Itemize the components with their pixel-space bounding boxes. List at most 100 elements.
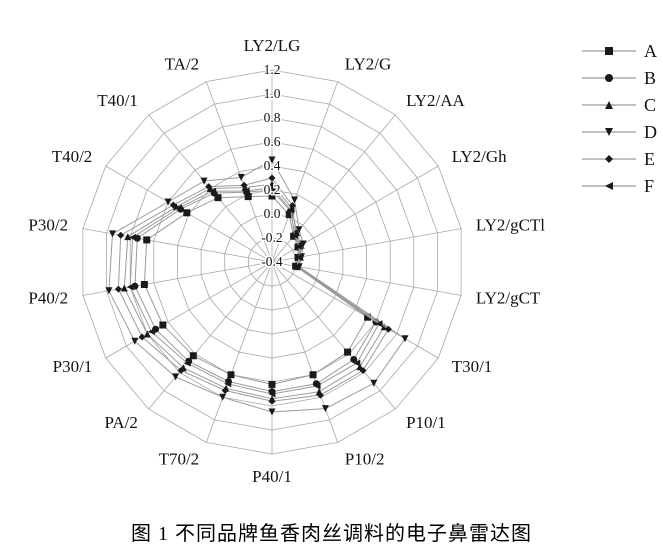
axis-spoke bbox=[271, 81, 339, 263]
triangle-left-marker-icon bbox=[209, 187, 217, 195]
triangle-down-marker-icon bbox=[401, 335, 409, 343]
square-marker-icon bbox=[364, 313, 372, 321]
axis-spoke bbox=[271, 261, 339, 443]
radar-chart-svg: LY2/LG LY2/G LY2/AA LY2/Gh LY2/gCTl LY2/gCT T3… bbox=[28, 36, 545, 486]
triangle-down-marker-icon bbox=[109, 230, 116, 238]
axis-spoke bbox=[205, 261, 273, 443]
square-marker-icon bbox=[268, 380, 276, 388]
diamond-marker-icon bbox=[268, 397, 276, 405]
axis-label: PA/2 bbox=[104, 413, 137, 432]
triangle-left-marker-icon bbox=[126, 283, 134, 291]
axis-label: TA/2 bbox=[165, 55, 200, 74]
axis-spoke bbox=[82, 228, 273, 263]
radar-chart: LY2/LG LY2/G LY2/AA LY2/Gh LY2/gCTl LY2/gCT T3… bbox=[28, 36, 545, 486]
axis-spoke bbox=[271, 228, 462, 263]
triangle-left-marker-icon bbox=[287, 206, 295, 214]
legend-marker-triangle-down bbox=[582, 128, 636, 136]
triangle-down-marker-icon bbox=[291, 196, 299, 204]
legend-marker-triangle-up bbox=[582, 101, 636, 109]
legend-label: C bbox=[644, 95, 657, 115]
tick-label: 0.0 bbox=[264, 206, 281, 221]
square-marker-icon bbox=[605, 47, 613, 55]
tick-label: 0.8 bbox=[264, 110, 281, 125]
axis-label: P30/1 bbox=[53, 357, 93, 376]
diamond-marker-icon bbox=[169, 201, 177, 209]
triangle-left-marker-icon bbox=[375, 320, 383, 328]
legend-item-A: A bbox=[582, 42, 657, 60]
diamond-marker-icon bbox=[138, 333, 146, 341]
diamond-marker-icon bbox=[316, 391, 324, 399]
legend-item-B: B bbox=[582, 69, 657, 87]
triangle-left-marker-icon bbox=[129, 233, 137, 241]
triangle-down-marker-icon bbox=[268, 156, 276, 164]
triangle-left-marker-icon bbox=[175, 204, 182, 212]
diamond-marker-icon bbox=[605, 155, 613, 163]
legend-item-C: C bbox=[582, 96, 657, 114]
diamond-marker-icon bbox=[268, 174, 276, 182]
square-marker-icon bbox=[140, 281, 148, 289]
triangle-up-marker-icon bbox=[143, 330, 151, 338]
axis-label: T70/2 bbox=[159, 449, 200, 468]
axis-label: P10/1 bbox=[406, 413, 446, 432]
triangle-up-marker-icon bbox=[124, 233, 132, 241]
axis-spoke bbox=[82, 261, 273, 296]
triangle-down-marker-icon bbox=[321, 405, 329, 413]
axis-label: T40/2 bbox=[52, 147, 93, 166]
diamond-marker-icon bbox=[221, 387, 229, 394]
axis-label: P10/2 bbox=[345, 449, 385, 468]
figure-caption: 图 1 不同品牌鱼香肉丝调料的电子鼻雷达图 bbox=[131, 523, 532, 545]
axis-spoke bbox=[271, 261, 439, 359]
triangle-left-marker-icon bbox=[147, 328, 155, 336]
square-marker-icon bbox=[268, 192, 276, 200]
circle-marker-icon bbox=[350, 355, 358, 363]
legend-label: B bbox=[644, 68, 657, 88]
triangle-down-marker-icon bbox=[105, 287, 113, 295]
diamond-marker-icon bbox=[359, 367, 367, 374]
triangle-down-marker-icon bbox=[605, 128, 613, 136]
tick-label: -0.2 bbox=[261, 230, 282, 245]
axis-label: P40/1 bbox=[252, 467, 292, 486]
tick-label: 1.2 bbox=[264, 62, 281, 77]
square-marker-icon bbox=[344, 348, 352, 356]
circle-marker-icon bbox=[605, 74, 613, 82]
square-marker-icon bbox=[143, 236, 151, 244]
triangle-up-marker-icon bbox=[605, 101, 613, 109]
axis-label: P30/2 bbox=[28, 216, 68, 235]
triangle-down-marker-icon bbox=[299, 240, 307, 248]
triangle-down-marker-icon bbox=[219, 393, 227, 401]
triangle-down-marker-icon bbox=[237, 173, 245, 181]
triangle-down-marker-icon bbox=[268, 408, 276, 416]
triangle-left-marker-icon bbox=[605, 182, 613, 190]
square-marker-icon bbox=[309, 371, 317, 379]
tick-label: 1.0 bbox=[264, 86, 281, 101]
legend-marker-triangle-left bbox=[582, 182, 636, 190]
triangle-left-marker-icon bbox=[242, 187, 250, 195]
axis-spoke bbox=[271, 114, 396, 263]
square-marker-icon bbox=[227, 371, 235, 379]
triangle-left-marker-icon bbox=[183, 359, 191, 367]
legend-marker-square bbox=[582, 47, 636, 55]
triangle-left-marker-icon bbox=[295, 253, 303, 261]
legend-marker-diamond bbox=[582, 155, 636, 163]
triangle-down-marker-icon bbox=[200, 177, 208, 185]
axis-label: T30/1 bbox=[452, 357, 493, 376]
series-line-F bbox=[129, 187, 380, 395]
triangle-left-marker-icon bbox=[268, 390, 276, 398]
diamond-marker-icon bbox=[117, 231, 125, 239]
tick-label: 0.6 bbox=[264, 134, 281, 149]
axis-label: LY2/LG bbox=[244, 36, 301, 55]
tick-label: -0.4 bbox=[261, 254, 283, 269]
triangle-left-marker-icon bbox=[293, 262, 301, 270]
axis-spoke bbox=[148, 261, 273, 410]
axis-label: LY2/G bbox=[345, 55, 391, 74]
legend-label: F bbox=[644, 176, 655, 196]
square-marker-icon bbox=[183, 209, 191, 217]
axis-label: LY2/AA bbox=[406, 91, 465, 110]
triangle-down-marker-icon bbox=[295, 226, 303, 234]
diamond-marker-icon bbox=[114, 285, 122, 293]
square-marker-icon bbox=[244, 193, 252, 201]
triangle-down-marker-icon bbox=[172, 373, 180, 381]
diamond-marker-icon bbox=[384, 325, 392, 333]
